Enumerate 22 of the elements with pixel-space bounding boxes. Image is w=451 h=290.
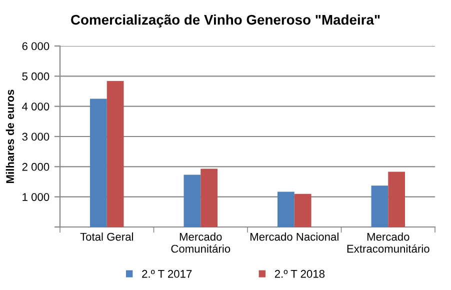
y-tick-label: 6 000 bbox=[22, 42, 50, 50]
bar bbox=[388, 172, 405, 227]
bar bbox=[184, 174, 201, 227]
bar bbox=[278, 192, 294, 227]
bar bbox=[294, 194, 312, 227]
bar bbox=[200, 168, 218, 227]
y-tick-label: 5 000 bbox=[22, 72, 50, 80]
y-tick-label: 2 000 bbox=[22, 162, 50, 171]
y-tick-label: 4 000 bbox=[22, 102, 50, 110]
x-tick-label: Mercado Nacional bbox=[250, 232, 338, 241]
y-axis-title: Milhares de euros bbox=[6, 90, 14, 183]
legend-label: 2.º T 2017 bbox=[142, 270, 192, 278]
x-tick-label: Total Geral bbox=[80, 232, 133, 241]
bar bbox=[90, 98, 107, 227]
y-tick-label: 3 000 bbox=[22, 132, 50, 141]
bar bbox=[106, 80, 124, 227]
legend-label: 2.º T 2018 bbox=[274, 270, 325, 278]
x-tick-label: Mercado Extracomunitário bbox=[347, 232, 430, 253]
bar bbox=[371, 186, 388, 227]
y-tick-label: 1 000 bbox=[22, 193, 50, 201]
chart-title: Comercialização de Vinho Generoso "Madeira" bbox=[71, 14, 380, 28]
x-tick-label: Mercado Comunitário bbox=[171, 232, 230, 253]
